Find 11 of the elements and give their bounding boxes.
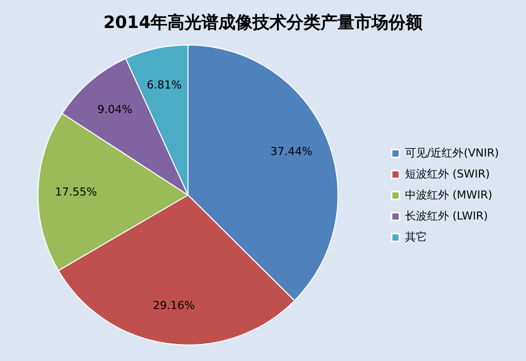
- legend-label: 长波红外 (LWIR): [405, 210, 488, 222]
- legend-label: 中波红外 (MWIR): [405, 188, 492, 202]
- data-label: 37.44%: [270, 144, 312, 158]
- legend-label: 其它: [405, 230, 427, 244]
- data-label: 6.81%: [146, 78, 182, 92]
- data-label: 29.16%: [152, 299, 195, 312]
- legend-label: 可见/近红外(VNIR): [405, 146, 499, 160]
- legend-label: 短波红外 (SWIR): [405, 168, 490, 180]
- data-label: 9.04%: [97, 103, 132, 116]
- data-label: 17.55%: [55, 185, 98, 198]
- chart-title: 2014年高光谱成像技术分类产量市场份额: [103, 13, 424, 33]
